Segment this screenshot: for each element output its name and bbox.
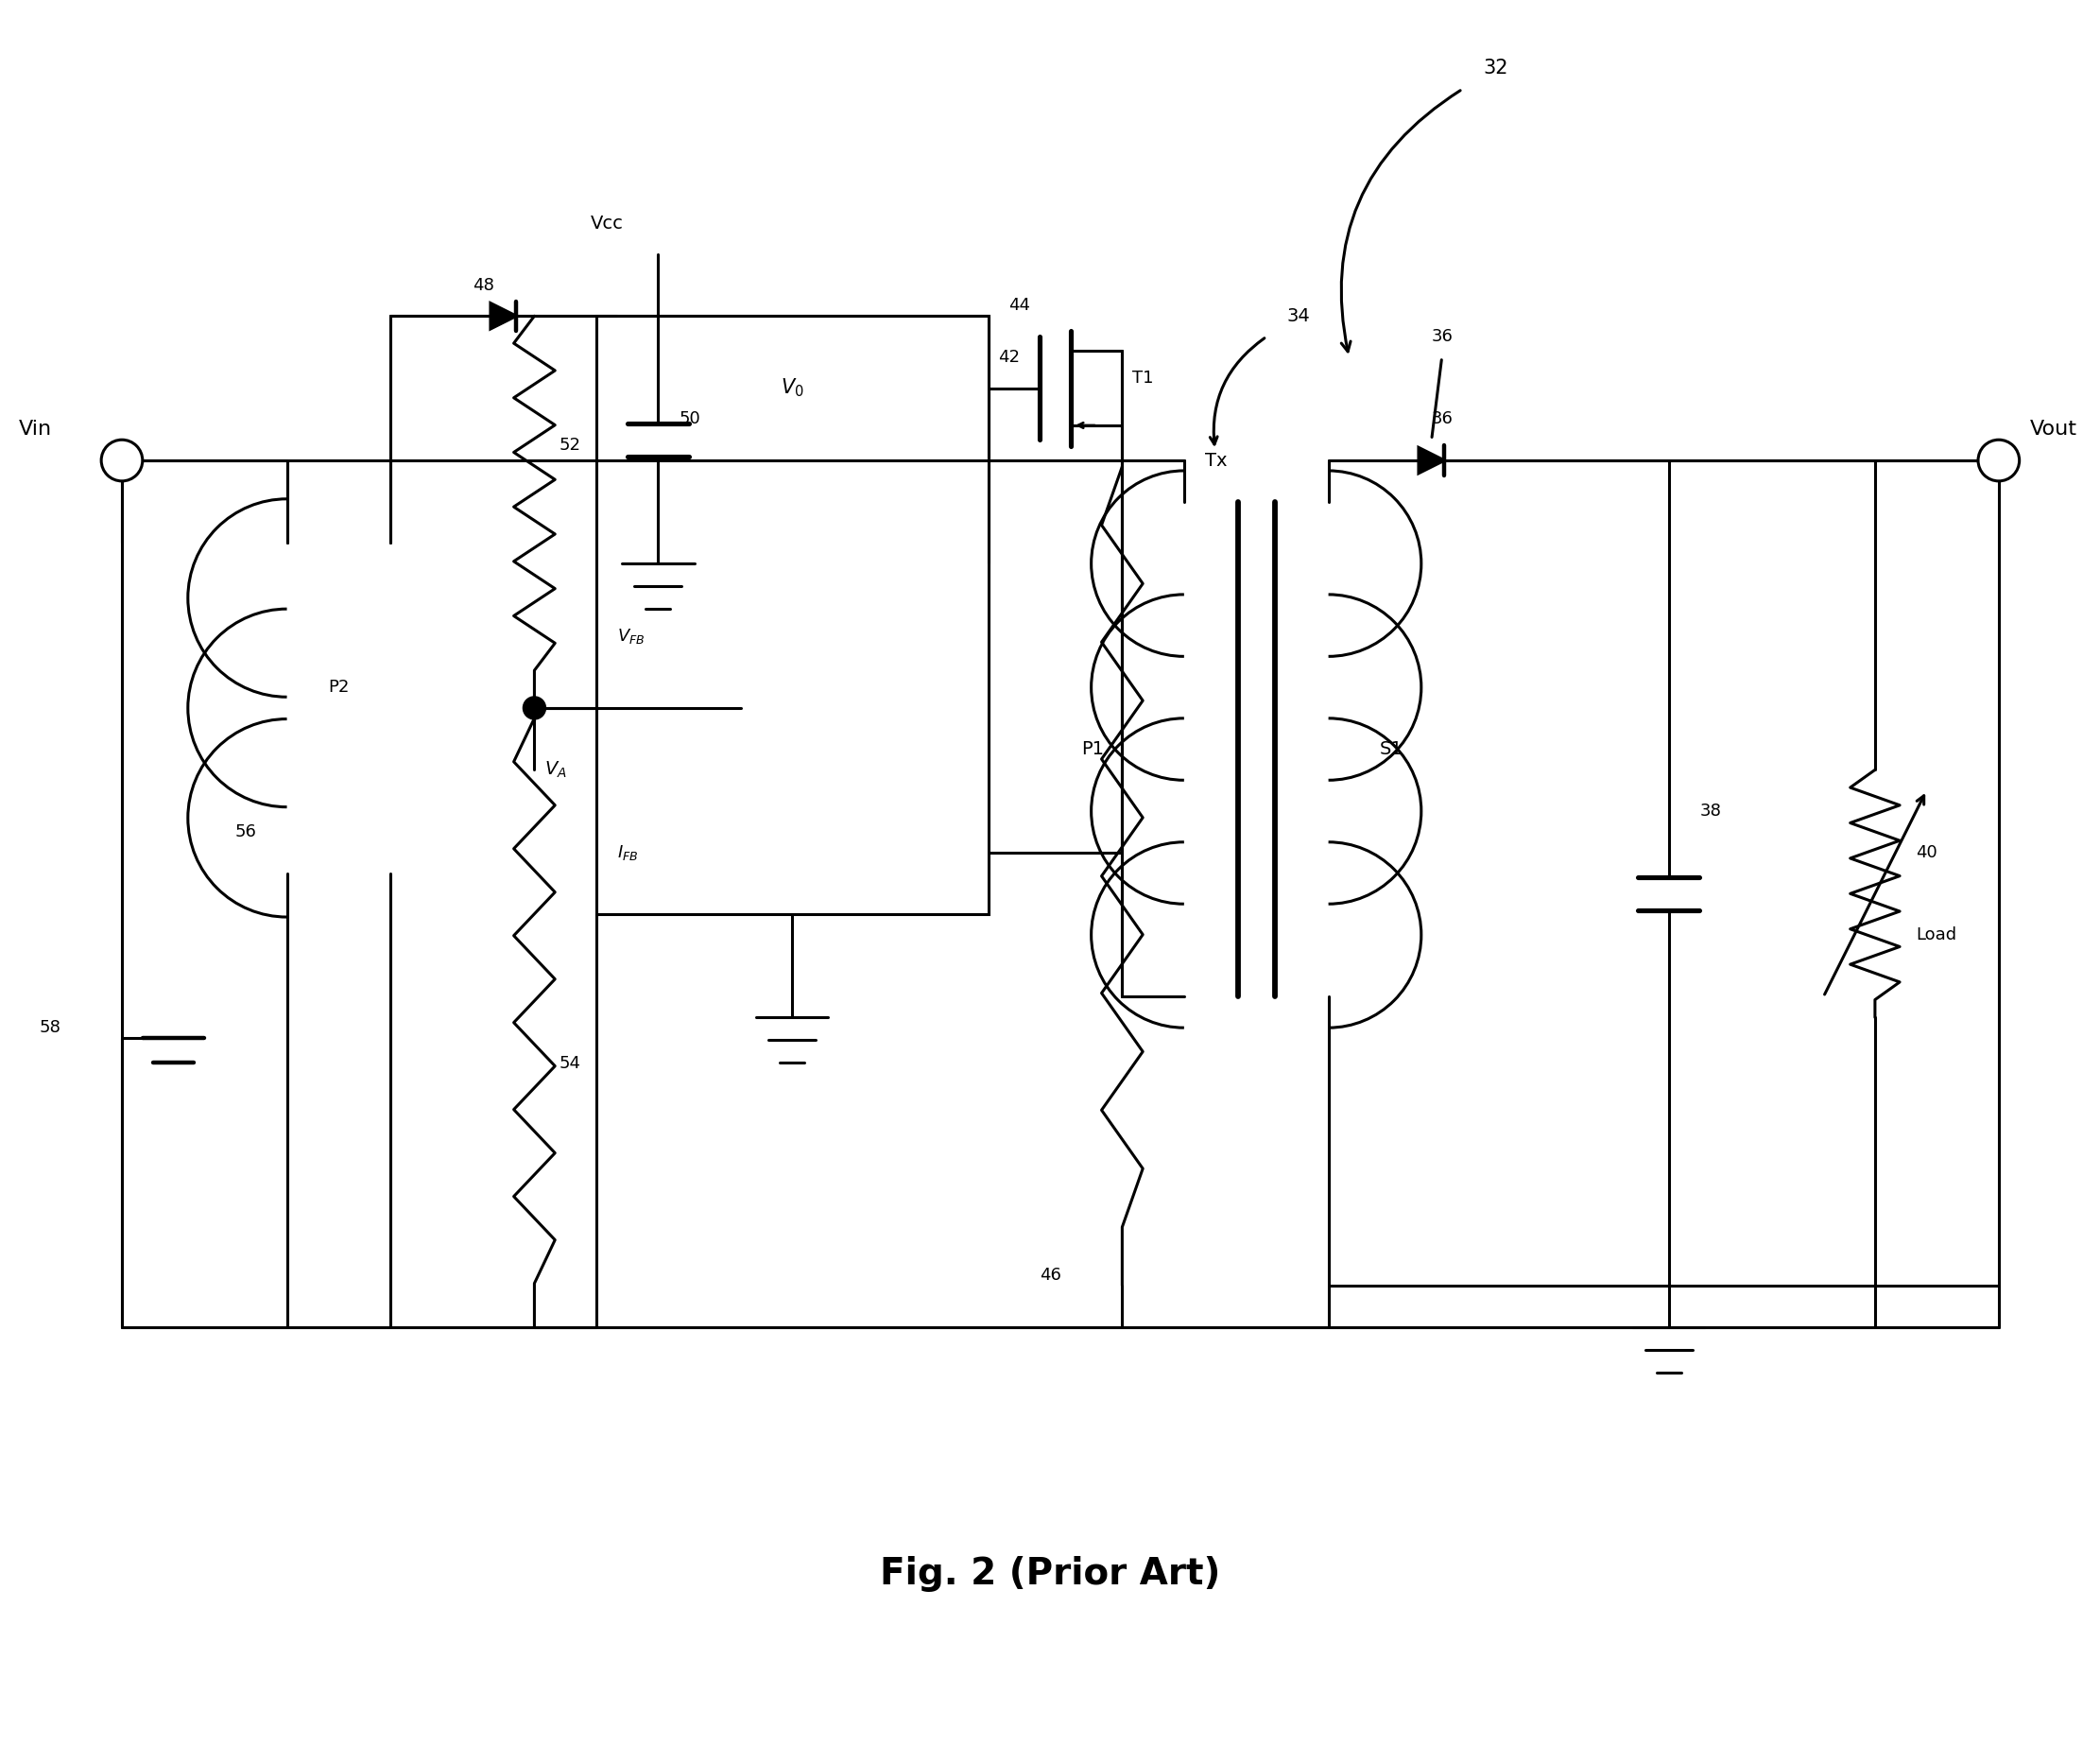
Text: 56: 56 [235,822,256,840]
Text: 32: 32 [1483,59,1508,79]
Circle shape [101,440,143,482]
Text: 48: 48 [472,276,493,293]
Bar [596,316,989,915]
Text: P2: P2 [328,679,349,697]
Text: $V_0$: $V_0$ [781,377,804,400]
Text: Fig. 2 (Prior Art): Fig. 2 (Prior Art) [880,1556,1220,1592]
Text: Load: Load [1915,927,1957,943]
Text: 44: 44 [1008,297,1031,314]
Text: $V_{FB}$: $V_{FB}$ [617,627,645,646]
Text: Tx: Tx [1205,452,1226,470]
Polygon shape [1420,447,1445,473]
Text: 46: 46 [1040,1268,1060,1283]
Circle shape [523,697,546,719]
Text: S1: S1 [1380,740,1403,758]
Text: 40: 40 [1915,843,1938,861]
Text: 52: 52 [559,436,582,454]
Text: 50: 50 [678,410,699,428]
Text: $V_A$: $V_A$ [544,760,567,780]
Text: Vout: Vout [2031,421,2077,438]
Text: 36: 36 [1432,328,1453,346]
Text: 54: 54 [559,1055,582,1072]
Circle shape [1978,440,2020,482]
Text: $I_{FB}$: $I_{FB}$ [617,843,638,863]
Text: 38: 38 [1699,803,1722,819]
Text: Vin: Vin [19,421,52,438]
Text: P1: P1 [1082,740,1105,758]
Text: 58: 58 [40,1020,61,1035]
Text: 34: 34 [1287,307,1310,325]
Text: 42: 42 [998,349,1021,365]
Text: Vcc: Vcc [590,215,624,232]
Polygon shape [491,304,517,328]
Text: 36: 36 [1432,410,1453,428]
Text: T1: T1 [1132,370,1153,386]
